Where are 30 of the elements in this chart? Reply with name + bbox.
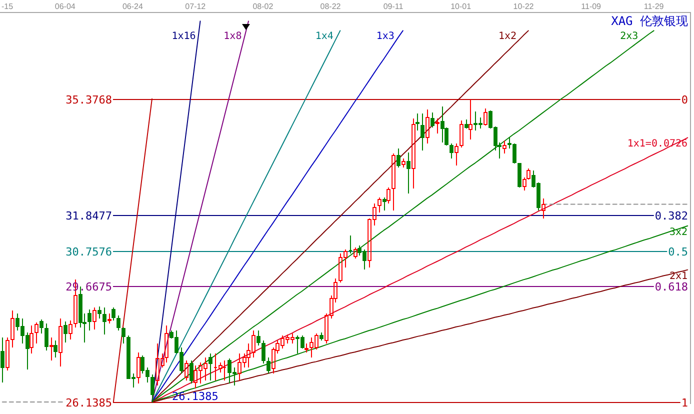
x-tick-label: 10-22 [513, 2, 534, 11]
x-tick-label: -15 [1, 2, 14, 11]
x-tick-label: 06-04 [54, 2, 76, 11]
x-tick-label: 07-12 [185, 2, 206, 11]
series-label: 1x3 [376, 31, 394, 42]
x-tick-label: 10-01 [450, 2, 472, 11]
x-tick-label: 11-29 [644, 2, 664, 11]
x-tick-label: 08-22 [320, 2, 342, 11]
y2-tick-label: 0.618 [654, 280, 688, 294]
y-tick-label: 31.8477 [66, 210, 112, 222]
y2-tick-label: 0.5 [668, 246, 688, 258]
x-tick-label: 09-11 [383, 2, 404, 11]
series-label: 1x8 [224, 31, 242, 42]
x-tick-label: 08-02 [252, 2, 274, 11]
series-label: 1x16 [172, 31, 196, 42]
annotation: 26.1385 [172, 390, 218, 404]
y-tick-label: 30.7576 [66, 246, 112, 258]
series-label: 1x4 [315, 31, 334, 42]
title: XAG 伦敦银现 [611, 14, 688, 28]
x-tick-label: 06-24 [122, 2, 144, 11]
series-label: 3x2 [670, 226, 688, 238]
y-tick-label: 35.3768 [66, 94, 112, 106]
y2-tick-label: 0.382 [654, 210, 688, 222]
series-label: 2x3 [620, 31, 638, 42]
x-tick-label: 11-09 [581, 2, 602, 11]
series-label: 2x1 [670, 270, 688, 282]
y-tick-label: 26.1385 [66, 396, 112, 410]
series-label: 1x2 [498, 31, 517, 42]
y2-tick-label: 1 [681, 396, 688, 410]
y2-tick-label: 0 [681, 94, 688, 106]
